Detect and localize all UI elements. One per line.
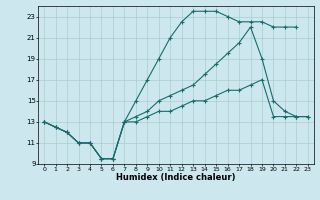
X-axis label: Humidex (Indice chaleur): Humidex (Indice chaleur)	[116, 173, 236, 182]
